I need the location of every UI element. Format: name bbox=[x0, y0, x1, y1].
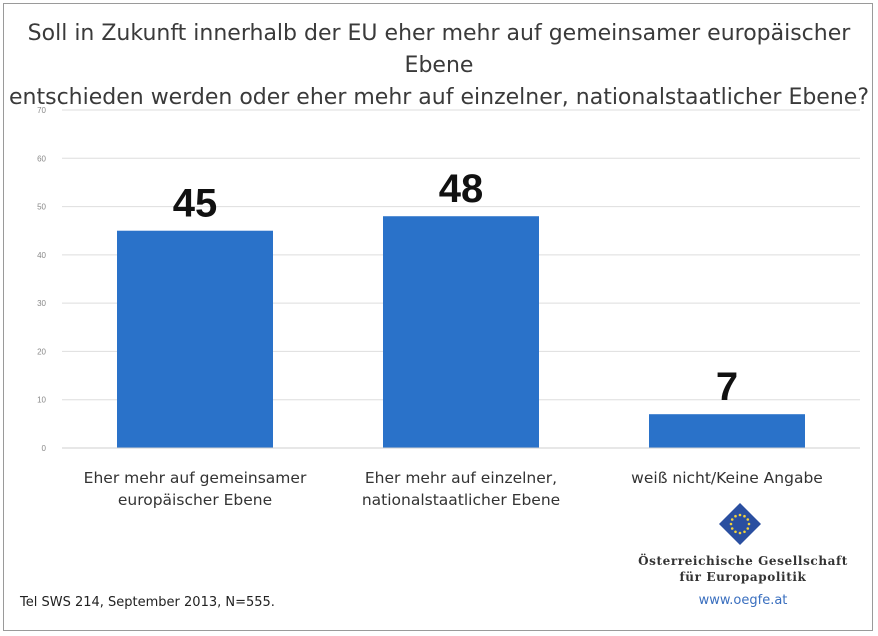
logo-star bbox=[738, 531, 742, 535]
y-tick-label: 60 bbox=[37, 154, 46, 163]
y-tick-label: 0 bbox=[42, 444, 47, 453]
bar bbox=[649, 414, 805, 448]
category-label-line: weiß nicht/Keine Angabe bbox=[631, 469, 823, 487]
logo-star bbox=[743, 530, 746, 534]
category-label-line: nationalstaatlicher Ebene bbox=[361, 491, 561, 509]
logo-star bbox=[730, 518, 734, 521]
chart-title-line-1: Soll in Zukunft innerhalb der EU eher me… bbox=[27, 21, 851, 78]
organization-name-line-1: Österreichische Gesellschaft bbox=[638, 554, 848, 568]
category-label: Eher mehr auf gemeinsamer europäischer Eb… bbox=[55, 467, 335, 511]
logo-star bbox=[743, 514, 746, 518]
source-note: Tel SWS 214, September 2013, N=555. bbox=[20, 595, 275, 610]
logo-star bbox=[746, 527, 750, 530]
category-label-line: Eher mehr auf gemeinsamer bbox=[83, 469, 307, 487]
oegfe-logo-icon bbox=[719, 503, 761, 545]
logo-star bbox=[738, 513, 742, 517]
bar bbox=[117, 230, 273, 448]
y-tick-label: 10 bbox=[37, 396, 46, 405]
data-label: 45 bbox=[173, 182, 218, 226]
y-tick-label: 50 bbox=[37, 203, 46, 212]
y-tick-label: 20 bbox=[37, 347, 46, 356]
data-label: 7 bbox=[716, 365, 738, 409]
y-tick-label: 30 bbox=[37, 299, 46, 308]
data-label: 48 bbox=[439, 167, 484, 211]
chart-title-line-2: entschieden werden oder eher mehr auf ei… bbox=[9, 85, 869, 110]
category-label-line: Eher mehr auf einzelner, bbox=[364, 469, 558, 487]
organization-name-line-2: für Europapolitik bbox=[679, 570, 807, 584]
logo-star bbox=[734, 530, 737, 534]
category-label: Eher mehr auf einzelner, nationalstaatlic… bbox=[321, 467, 601, 511]
organization-url: www.oegfe.at bbox=[698, 593, 788, 608]
organization-name: Österreichische Gesellschaft für Europap… bbox=[608, 553, 878, 585]
bar bbox=[383, 216, 539, 448]
logo-star bbox=[746, 518, 750, 521]
category-label-line: europäischer Ebene bbox=[117, 491, 273, 509]
category-label: weiß nicht/Keine Angabe bbox=[587, 467, 867, 489]
y-tick-label: 70 bbox=[37, 106, 46, 115]
logo-star bbox=[747, 522, 751, 526]
chart-title: Soll in Zukunft innerhalb der EU eher me… bbox=[0, 18, 878, 114]
logo-star bbox=[734, 514, 737, 518]
logo-star bbox=[730, 527, 734, 530]
y-tick-label: 40 bbox=[37, 251, 46, 260]
logo-star bbox=[729, 522, 733, 526]
